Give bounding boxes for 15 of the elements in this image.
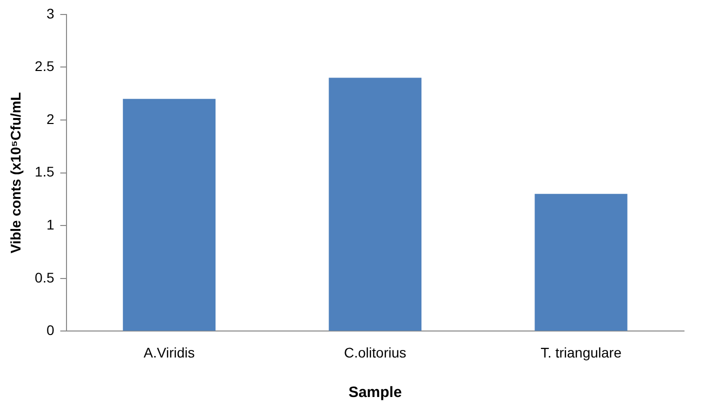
x-axis-title: Sample [348, 384, 402, 402]
x-tick-label: T. triangulare [540, 344, 622, 360]
y-tick-label: 1 [46, 216, 54, 232]
x-tick-label: C.olitorius [344, 344, 406, 360]
y-tick-label: 1.5 [34, 164, 54, 180]
y-tick-label: 0.5 [34, 269, 54, 286]
y-tick-label: 2 [46, 110, 54, 127]
bar [122, 98, 216, 331]
bar [534, 194, 628, 331]
y-tick-label: 3 [46, 5, 54, 22]
y-tick-label: 2.5 [34, 58, 54, 74]
y-axis-title: Vible conts (x10⁵Cfu/mL [7, 92, 24, 254]
x-tick-label: A.Viridis [144, 344, 195, 360]
y-tick-label: 0 [46, 322, 54, 338]
bar [328, 78, 422, 331]
